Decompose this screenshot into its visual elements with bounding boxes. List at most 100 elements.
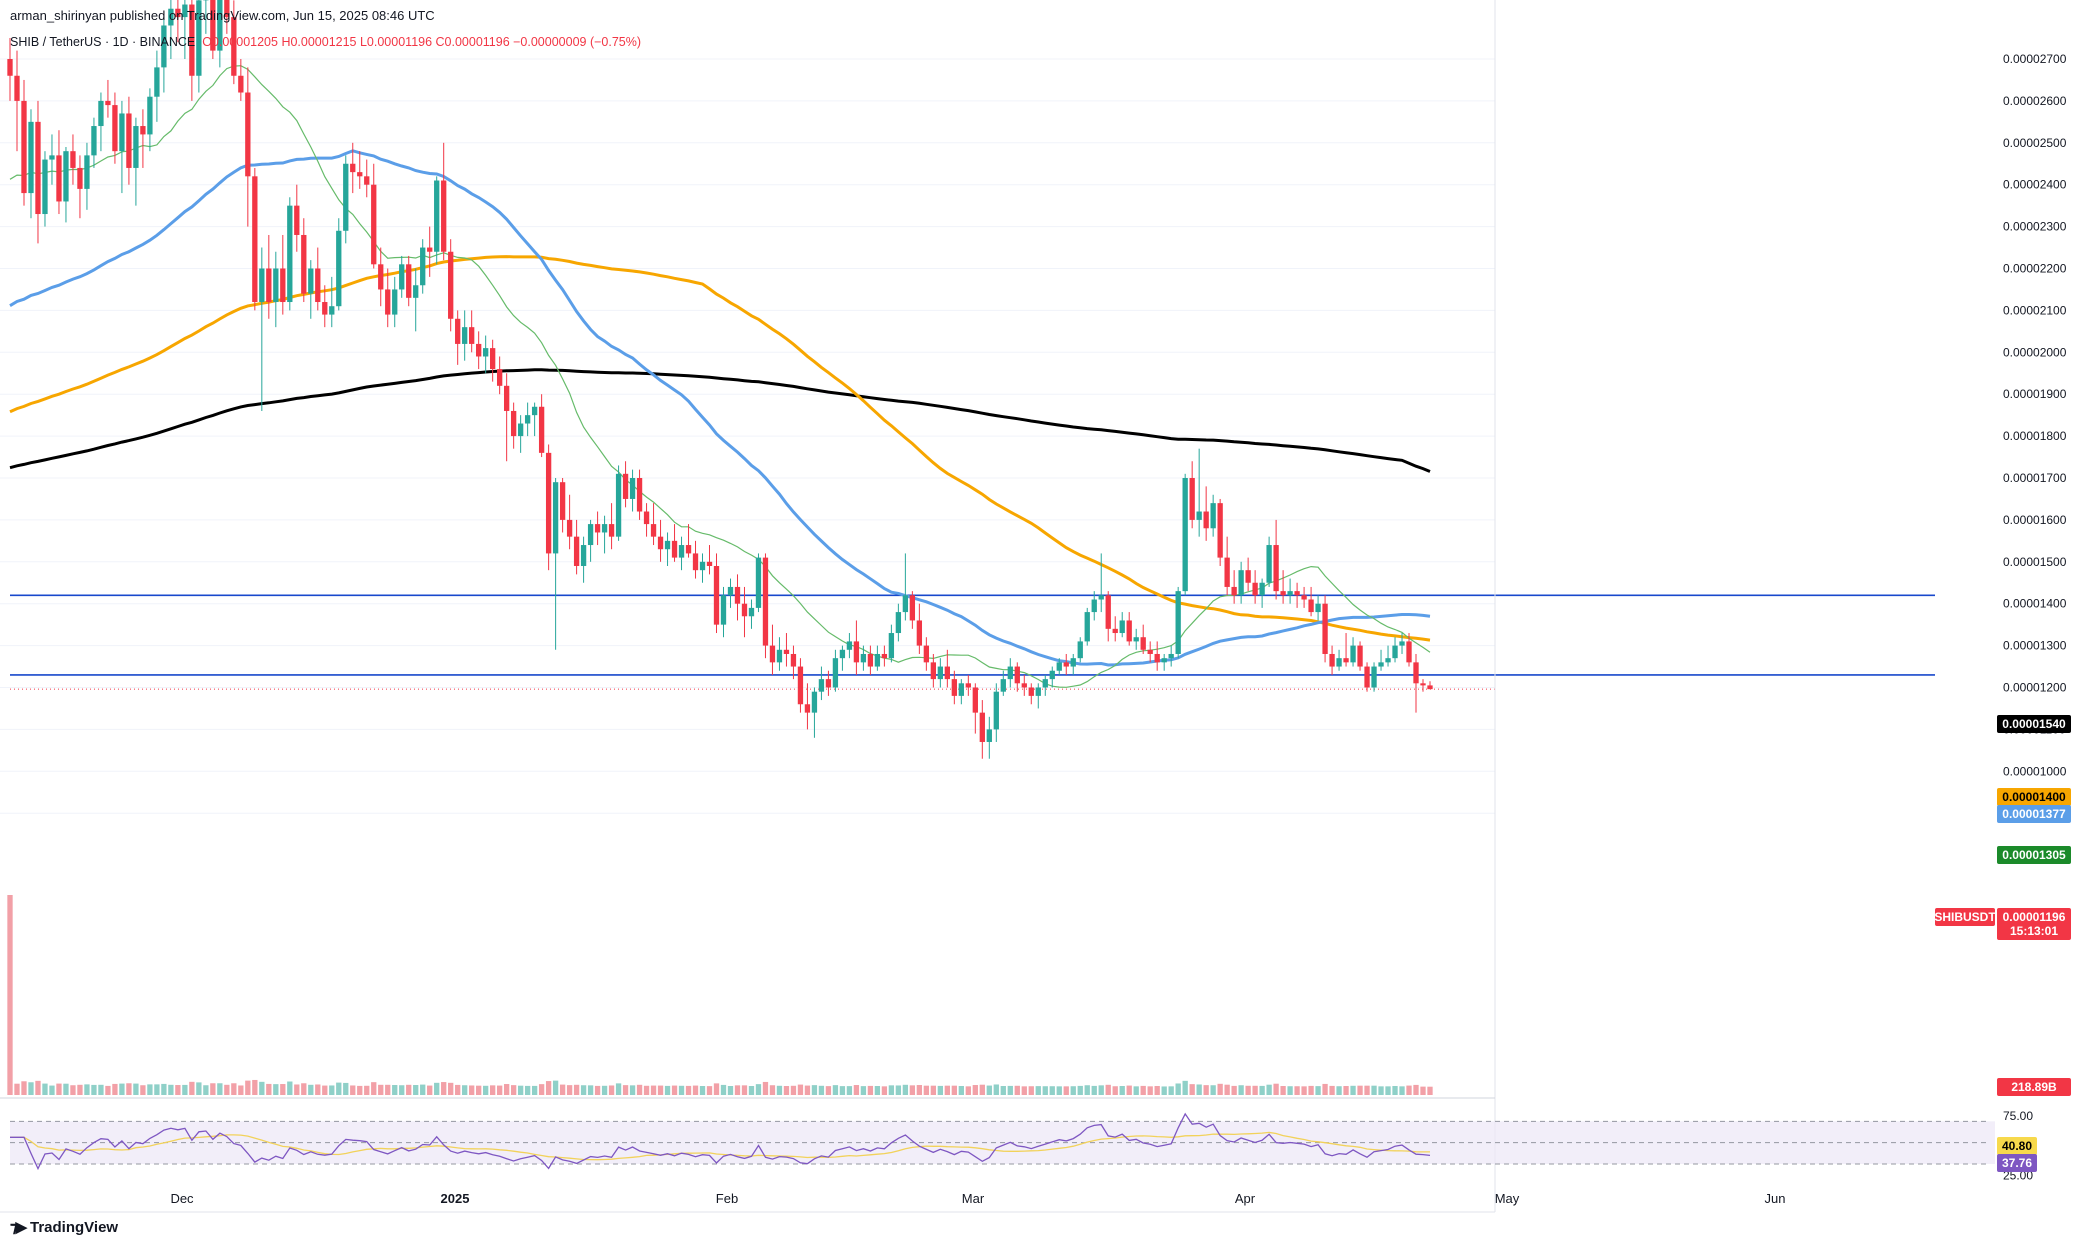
candle-body [336,230,342,307]
candle-body [371,184,377,265]
candle-body [937,666,944,680]
volume-bar [182,1084,188,1095]
volume-bar [769,1085,776,1095]
candle-body [168,8,174,26]
candle-body [524,415,531,424]
volume-bar [441,1082,447,1095]
candle-body [329,306,335,315]
volume-bar [308,1084,314,1095]
volume-bar [496,1085,503,1095]
candle-body [28,121,34,194]
candle-body [126,113,132,168]
candle-body [1315,603,1321,613]
volume-bar [168,1084,174,1095]
volume-bar [1196,1084,1202,1095]
ma-100-line [9,255,1431,642]
volume-bar [1084,1085,1090,1095]
candle-body [406,264,412,298]
tradingview-logo[interactable]: ⁊▶ TradingView [10,1218,118,1237]
volume-bar [1287,1086,1293,1095]
candle-body [902,595,909,613]
volume-bar [1126,1085,1132,1095]
volume-bar [343,1082,349,1095]
volume-bar [965,1086,971,1095]
rsi-ma-value-label-box [1997,1137,2037,1155]
volume-bar [49,1085,55,1095]
volume-bar [1266,1084,1272,1095]
volume-bar [552,1080,559,1095]
volume-bar [329,1085,335,1095]
volume-bar [1077,1085,1083,1095]
ma-20-price-label: 0.00001305 [2002,848,2066,862]
volume-bar [804,1085,811,1095]
volume-bar [1385,1086,1391,1095]
volume-bar [280,1084,286,1095]
volume-bar [944,1085,950,1095]
candle-body [455,318,461,344]
candle-body [1245,570,1251,583]
candle-body [357,172,363,177]
volume-bar [357,1085,363,1095]
candle-body [1210,503,1216,529]
volume-bar [937,1085,944,1095]
volume-bar [909,1085,916,1095]
volume-bar [161,1083,167,1095]
volume-bar [1070,1086,1076,1095]
candle-body [769,645,776,663]
volume-bar [1315,1086,1321,1095]
volume-bar [832,1085,839,1095]
volume-bar [1133,1086,1139,1095]
volume-bar [1357,1085,1363,1095]
candle-body [154,67,160,97]
volume-bar [483,1085,489,1095]
price-tick-label: 0.00002600 [2003,94,2067,108]
volume-bar [790,1085,797,1095]
candle-body [308,268,314,294]
candle-body [105,100,111,106]
candle-body [853,641,860,663]
volume-bar [566,1085,573,1095]
volume-bar [643,1085,650,1095]
candle-body [1336,658,1342,667]
candle-body [7,59,13,76]
candle-body [1252,582,1258,596]
volume-bar [406,1084,412,1095]
candle-body [77,167,83,189]
volume-bar [7,895,13,1095]
candle-body [434,180,440,252]
candle-body [951,679,957,696]
candle-body [1385,658,1391,663]
candle-body [322,302,328,315]
candle-body [909,595,916,621]
price-tick-label: 0.00002100 [2003,303,2067,317]
price-tick-label: 0.00001200 [2003,681,2067,695]
candle-body [1126,620,1132,642]
candle-body [1287,591,1293,596]
volume-bar [1119,1086,1125,1095]
volume-bar [776,1085,783,1095]
volume-bar [867,1085,874,1095]
candle-body [441,180,447,252]
candles [7,0,1433,759]
volume-bar [1007,1085,1013,1095]
volume-bar [133,1083,139,1095]
volume-bar [1035,1086,1041,1095]
volume-bar [287,1081,293,1095]
candle-body [846,641,853,650]
ma-100-price-label: 0.00001400 [2002,790,2066,804]
symbol-line: SHIB / TetherUS · 1D · BINANCE [10,35,196,49]
volume-bar [1294,1086,1300,1095]
candle-body [965,683,971,688]
candle-body [1098,595,1104,600]
candle-body [469,327,475,344]
candle-body [972,687,978,713]
volume-bar [1399,1086,1405,1095]
volume-bar [189,1081,195,1095]
volume-bar [1154,1086,1160,1095]
time-axis: Dec 2025 Feb Mar Apr May Jun [0,1191,1785,1213]
volume-bar [203,1085,209,1095]
candle-body [1189,478,1195,520]
candle-body [1133,637,1139,642]
volume-bar [517,1085,524,1095]
